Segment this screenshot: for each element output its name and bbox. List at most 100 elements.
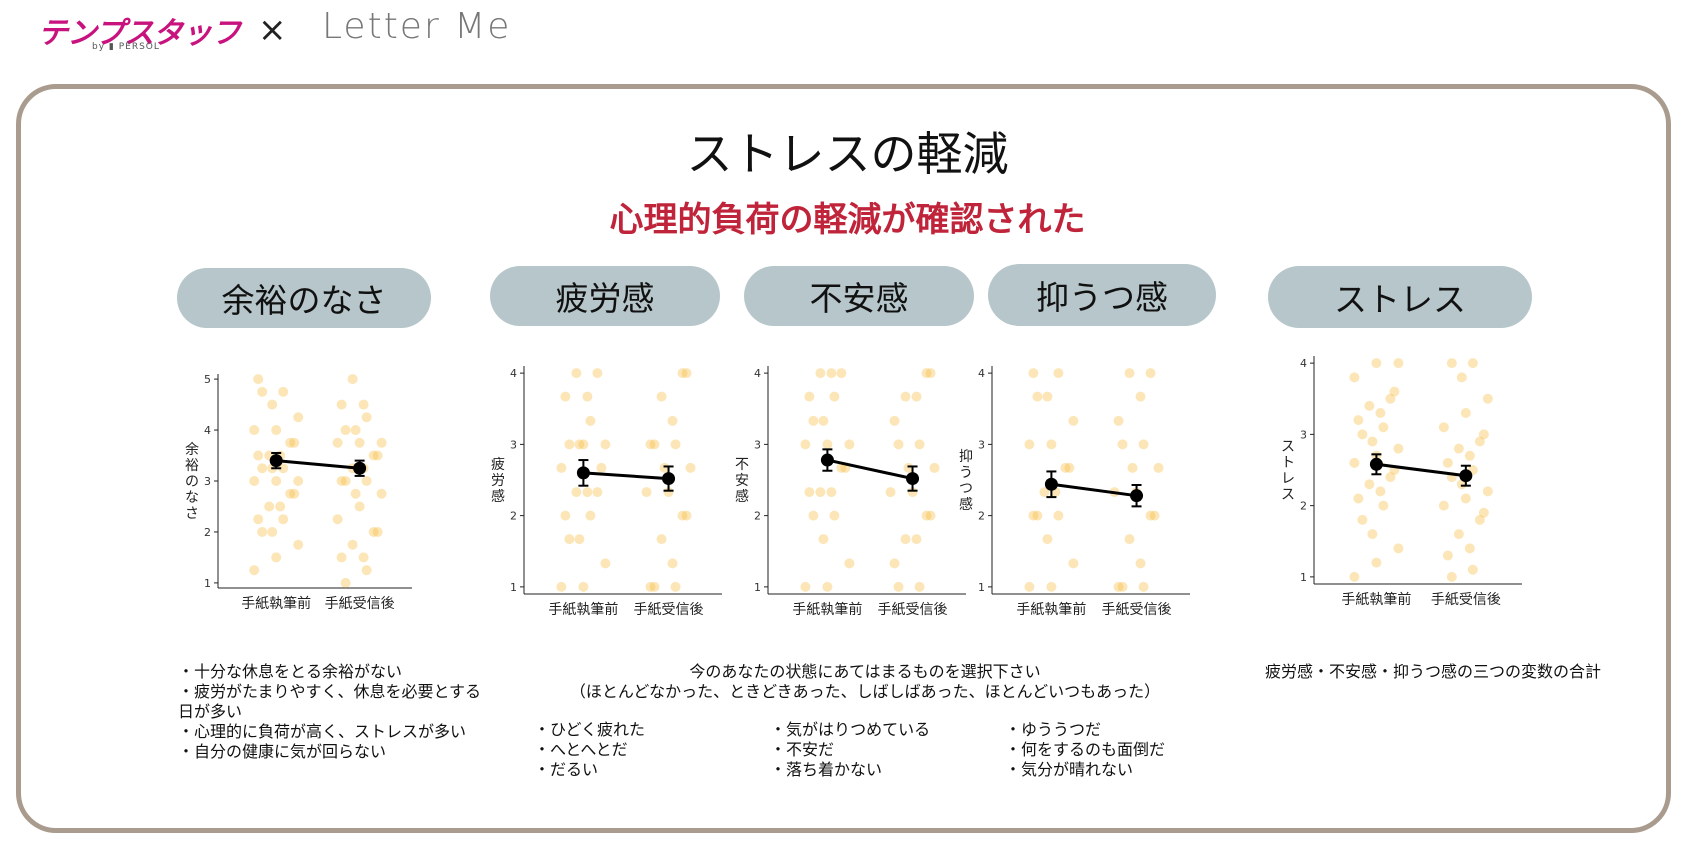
data-point <box>347 539 358 550</box>
data-point <box>1456 372 1467 383</box>
data-point <box>361 565 372 576</box>
page-subtitle: 心理的負荷の軽減が確認された <box>609 200 1086 240</box>
data-point <box>1138 439 1149 450</box>
y-tick-label: 1 <box>510 581 517 594</box>
data-point <box>253 450 264 461</box>
y-tick-label: 3 <box>204 475 211 488</box>
x-tick-label: 手紙執筆前 <box>792 601 862 618</box>
data-point <box>358 399 369 410</box>
data-point <box>1467 358 1478 369</box>
data-point <box>667 558 678 569</box>
data-point <box>1149 510 1160 521</box>
data-point <box>264 501 275 512</box>
x-tick-label: 手紙受信後 <box>634 602 704 618</box>
data-point <box>1364 479 1375 490</box>
data-point <box>929 462 940 473</box>
data-point <box>1145 368 1156 379</box>
data-point <box>1364 400 1375 411</box>
data-point <box>1378 500 1389 511</box>
y-axis-label: つ <box>959 481 973 497</box>
data-point <box>1053 368 1064 379</box>
content-frame <box>16 84 1671 833</box>
data-point <box>350 425 361 436</box>
data-point <box>257 386 268 397</box>
data-point <box>582 487 593 498</box>
data-point <box>571 487 582 498</box>
data-point <box>354 437 365 448</box>
y-tick-label: 1 <box>204 577 211 590</box>
mean-line <box>583 471 669 481</box>
data-point <box>1060 462 1071 473</box>
data-point <box>574 534 585 545</box>
data-point <box>336 399 347 410</box>
data-point <box>556 462 567 473</box>
data-point <box>361 412 372 423</box>
data-point <box>1482 486 1493 497</box>
data-point <box>1389 386 1400 397</box>
mean-line <box>276 459 360 470</box>
data-point <box>900 391 911 402</box>
data-point <box>836 462 847 473</box>
data-point <box>1024 439 1035 450</box>
data-point <box>1053 510 1064 521</box>
y-axis-label: 感 <box>735 488 749 505</box>
data-point <box>285 437 296 448</box>
data-point <box>829 391 840 402</box>
data-point <box>921 368 932 379</box>
y-tick-label: 4 <box>1300 357 1307 370</box>
data-point <box>808 415 819 426</box>
data-point <box>670 581 681 592</box>
y-tick-label: 3 <box>1300 428 1307 441</box>
data-point <box>1375 408 1386 418</box>
data-point <box>1393 543 1404 554</box>
data-point <box>285 488 296 499</box>
data-point <box>800 581 811 592</box>
data-point <box>911 391 922 402</box>
mean-point <box>820 453 834 467</box>
data-point <box>889 415 900 426</box>
data-point <box>836 368 847 379</box>
data-point <box>903 462 914 473</box>
data-point <box>600 558 611 569</box>
y-tick-label: 4 <box>754 367 761 380</box>
data-point <box>564 534 575 545</box>
data-point <box>585 415 596 426</box>
data-point <box>1357 429 1368 440</box>
data-point <box>592 368 603 379</box>
data-point <box>1453 443 1464 454</box>
x-tick-label: 手紙執筆前 <box>1016 601 1086 618</box>
data-point <box>574 439 585 450</box>
data-point <box>1385 393 1396 404</box>
data-point <box>257 526 268 537</box>
data-point <box>1467 564 1478 575</box>
data-point <box>645 439 656 450</box>
data-point <box>1046 439 1057 450</box>
data-point <box>826 368 837 379</box>
data-point <box>921 510 932 521</box>
data-point <box>556 581 567 592</box>
note-hirou-items: ・ひどく疲れた ・へとへとだ ・だるい <box>534 720 646 779</box>
data-point <box>1117 439 1128 450</box>
data-point <box>889 558 900 569</box>
data-point <box>560 391 571 402</box>
data-point <box>592 487 603 498</box>
data-point <box>1438 500 1449 511</box>
x-tick-label: 手紙受信後 <box>1431 592 1501 608</box>
y-tick-label: 1 <box>754 581 761 594</box>
data-point <box>893 581 904 592</box>
data-point <box>829 510 840 521</box>
data-point <box>585 510 596 521</box>
note-stress: 疲労感・不安感・抑うつ感の三つの変数の合計 <box>1265 662 1602 681</box>
y-axis-label: な <box>185 490 199 506</box>
data-point <box>1124 368 1135 379</box>
y-tick-label: 3 <box>510 438 517 451</box>
data-point <box>1357 514 1368 525</box>
data-point <box>1371 358 1382 369</box>
y-tick-label: 3 <box>978 438 985 451</box>
data-point <box>649 581 660 592</box>
data-point <box>1393 358 1404 369</box>
data-point <box>1127 462 1138 473</box>
